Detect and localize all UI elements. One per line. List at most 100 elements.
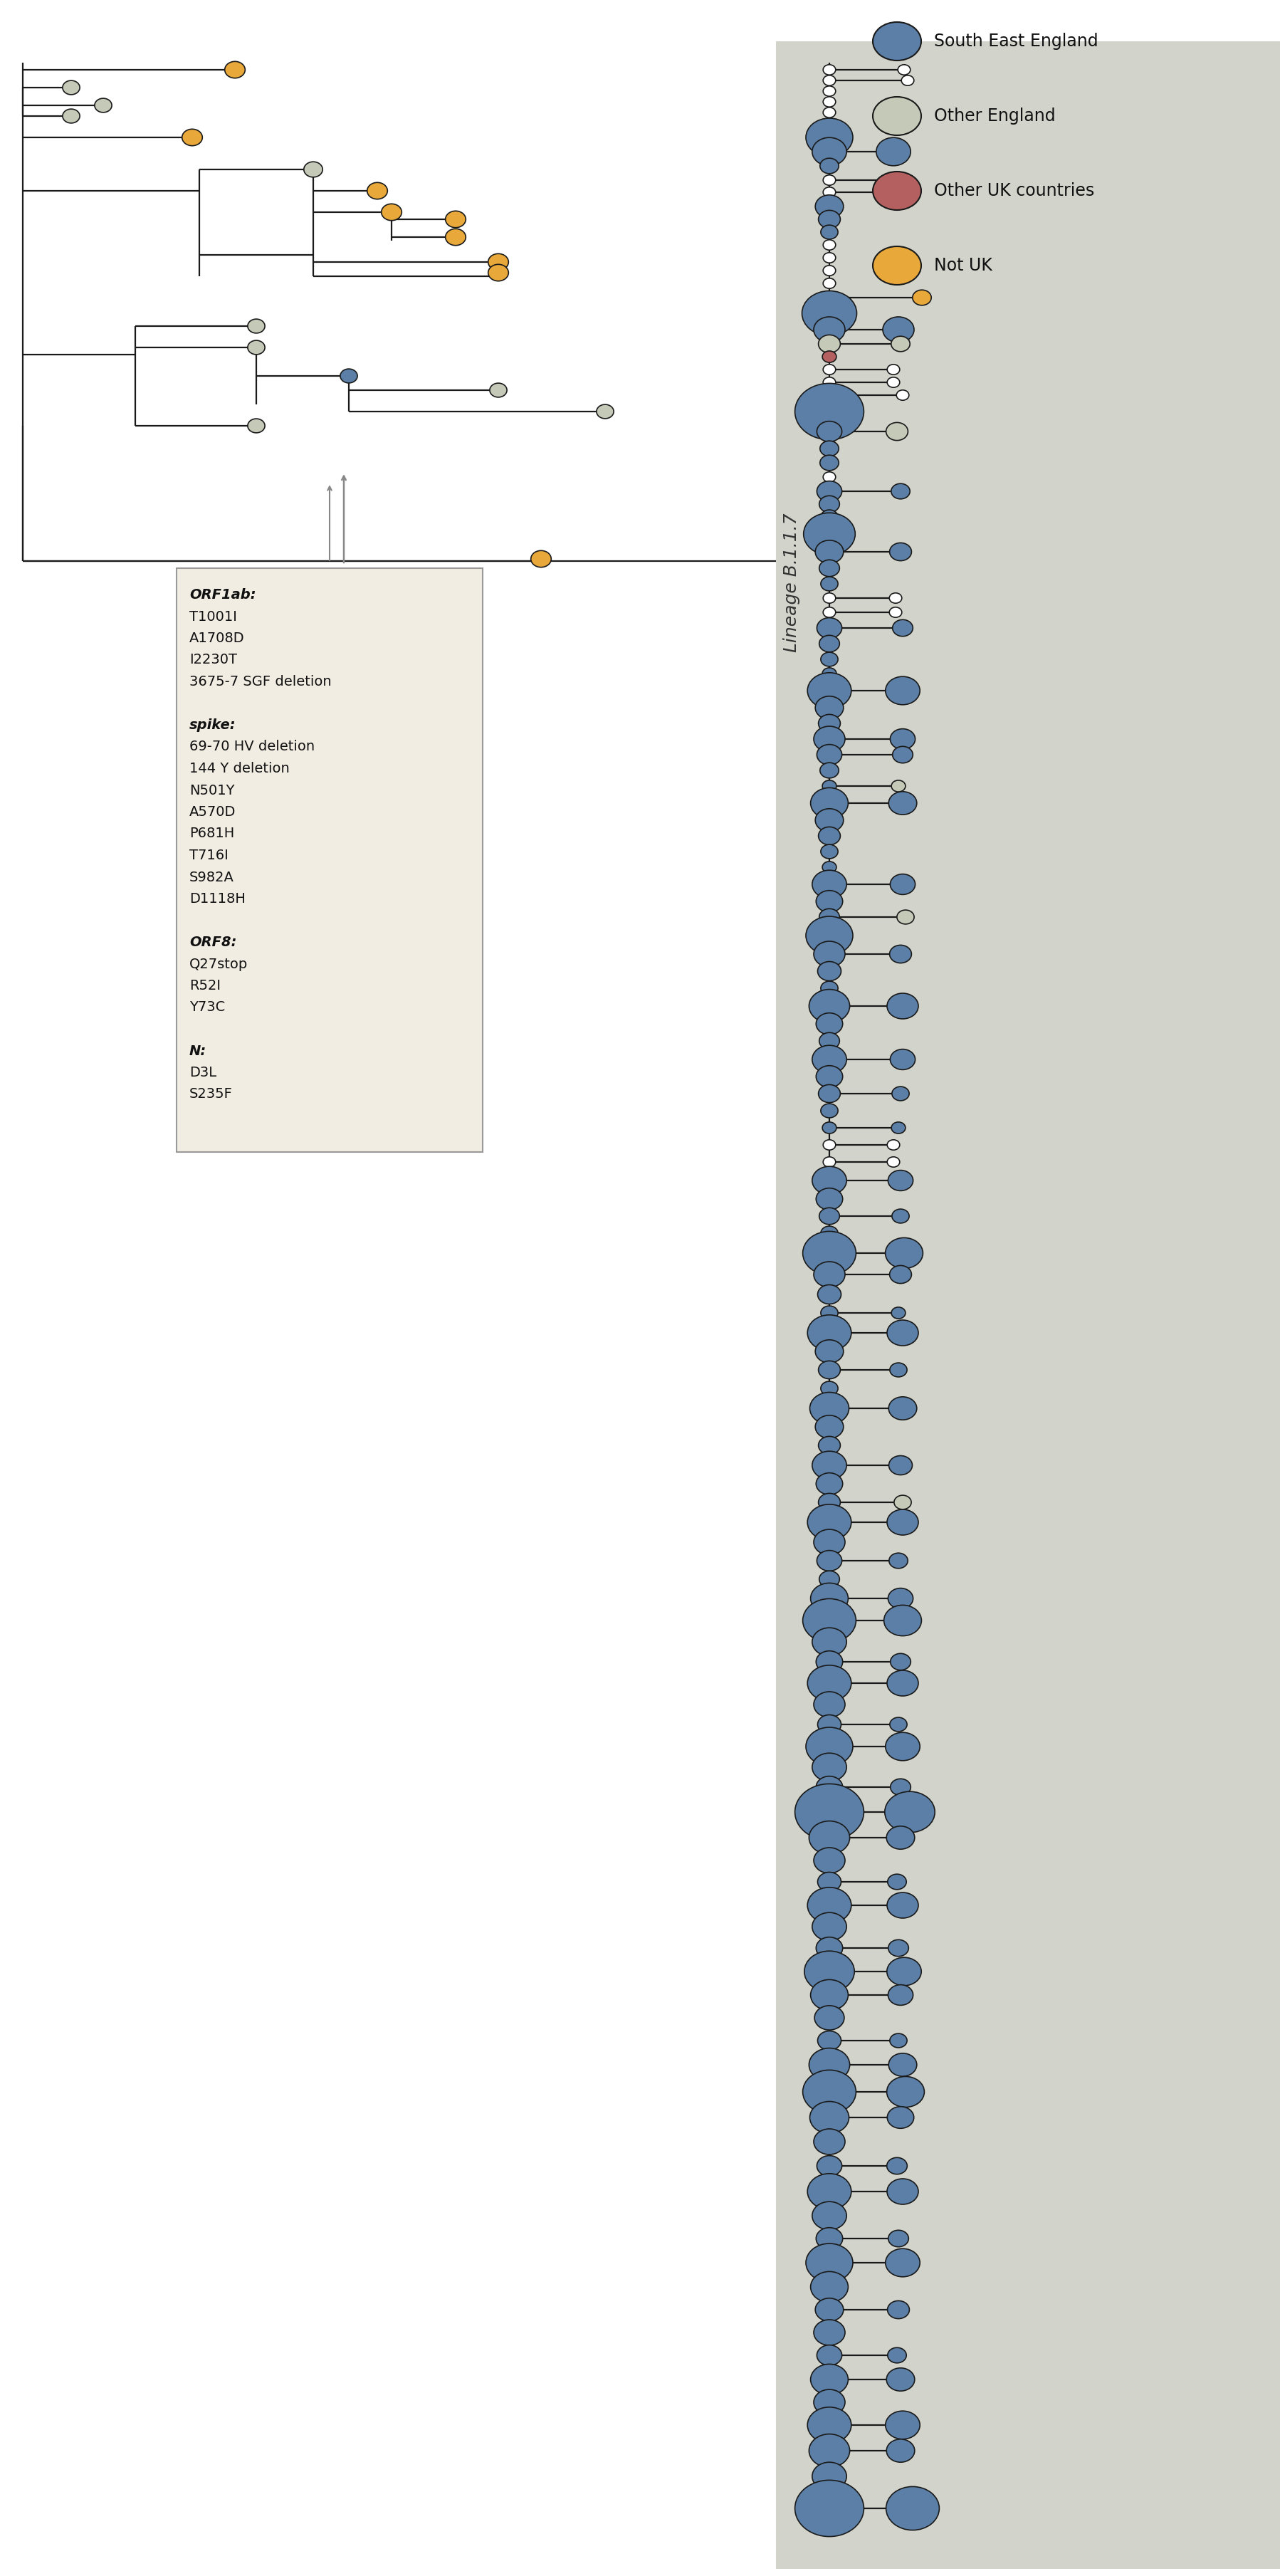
Ellipse shape — [818, 1873, 841, 1891]
Ellipse shape — [803, 2071, 856, 2115]
Ellipse shape — [891, 1654, 911, 1669]
Ellipse shape — [815, 696, 844, 719]
Ellipse shape — [873, 247, 922, 286]
Ellipse shape — [95, 98, 111, 113]
Ellipse shape — [810, 1978, 849, 2009]
Ellipse shape — [887, 994, 918, 1020]
Text: P681H: P681H — [189, 827, 234, 840]
Ellipse shape — [823, 1139, 836, 1149]
Ellipse shape — [817, 1937, 842, 1958]
Ellipse shape — [884, 1790, 934, 1832]
Ellipse shape — [887, 1510, 918, 1535]
Ellipse shape — [886, 1236, 923, 1267]
Ellipse shape — [886, 677, 920, 706]
Ellipse shape — [806, 1728, 852, 1765]
Ellipse shape — [806, 2244, 852, 2282]
Ellipse shape — [818, 1716, 841, 1734]
Ellipse shape — [886, 175, 901, 185]
Ellipse shape — [823, 278, 836, 289]
Ellipse shape — [820, 1226, 838, 1239]
Ellipse shape — [820, 440, 838, 456]
Ellipse shape — [890, 729, 915, 750]
Ellipse shape — [892, 621, 913, 636]
Ellipse shape — [897, 909, 914, 925]
Ellipse shape — [808, 672, 851, 708]
Ellipse shape — [888, 1984, 913, 2004]
Ellipse shape — [887, 1669, 918, 1695]
Text: A570D: A570D — [189, 806, 236, 819]
Ellipse shape — [887, 1157, 900, 1167]
Ellipse shape — [808, 2406, 851, 2442]
Ellipse shape — [804, 1950, 855, 1991]
Text: 3675-7 SGF deletion: 3675-7 SGF deletion — [189, 675, 332, 688]
Ellipse shape — [896, 389, 909, 399]
Text: South East England: South East England — [934, 33, 1098, 49]
Ellipse shape — [795, 1783, 864, 1839]
Ellipse shape — [814, 1692, 845, 1718]
Ellipse shape — [877, 137, 910, 165]
Ellipse shape — [873, 23, 922, 59]
Text: spike:: spike: — [189, 719, 236, 732]
Ellipse shape — [887, 2300, 909, 2318]
Ellipse shape — [812, 1754, 846, 1780]
Ellipse shape — [809, 1821, 850, 1855]
Ellipse shape — [820, 981, 838, 994]
Ellipse shape — [488, 252, 508, 270]
Ellipse shape — [814, 1262, 845, 1288]
Ellipse shape — [887, 2347, 906, 2362]
Ellipse shape — [817, 422, 842, 440]
Ellipse shape — [823, 471, 836, 482]
Ellipse shape — [890, 1048, 915, 1069]
Text: I2230T: I2230T — [189, 654, 237, 667]
Ellipse shape — [893, 1494, 911, 1510]
Ellipse shape — [822, 667, 836, 680]
Ellipse shape — [817, 618, 842, 639]
Ellipse shape — [806, 118, 852, 157]
Ellipse shape — [820, 456, 838, 471]
Ellipse shape — [817, 482, 842, 502]
Ellipse shape — [817, 1551, 842, 1571]
Ellipse shape — [815, 1340, 844, 1363]
Text: Q27stop: Q27stop — [189, 958, 248, 971]
Ellipse shape — [808, 1504, 851, 1540]
Ellipse shape — [809, 2434, 850, 2468]
Ellipse shape — [887, 2439, 915, 2463]
Ellipse shape — [809, 2048, 850, 2081]
Ellipse shape — [818, 2030, 841, 2050]
Ellipse shape — [819, 495, 840, 513]
Text: Other UK countries: Other UK countries — [934, 183, 1094, 198]
Ellipse shape — [886, 422, 908, 440]
Text: 144 Y deletion: 144 Y deletion — [189, 762, 289, 775]
Ellipse shape — [823, 363, 836, 374]
Ellipse shape — [795, 2481, 864, 2537]
Ellipse shape — [823, 240, 836, 250]
Ellipse shape — [812, 1450, 846, 1479]
Ellipse shape — [815, 1414, 844, 1437]
Ellipse shape — [888, 2231, 909, 2246]
Bar — [776, 41, 1280, 2568]
Ellipse shape — [823, 98, 836, 108]
Text: S235F: S235F — [189, 1087, 233, 1100]
Ellipse shape — [247, 420, 265, 433]
Ellipse shape — [888, 1396, 916, 1419]
Ellipse shape — [818, 714, 841, 732]
Ellipse shape — [803, 291, 856, 335]
Ellipse shape — [823, 118, 836, 129]
Ellipse shape — [812, 1167, 846, 1195]
Ellipse shape — [890, 544, 911, 562]
Ellipse shape — [823, 265, 836, 276]
Ellipse shape — [808, 1664, 851, 1700]
Text: Y73C: Y73C — [189, 999, 225, 1015]
Ellipse shape — [809, 989, 850, 1023]
Ellipse shape — [803, 1600, 856, 1643]
Ellipse shape — [815, 196, 844, 219]
Ellipse shape — [897, 64, 910, 75]
Ellipse shape — [913, 291, 932, 307]
Ellipse shape — [819, 559, 840, 577]
Ellipse shape — [891, 337, 910, 350]
Ellipse shape — [812, 871, 846, 899]
Ellipse shape — [890, 945, 911, 963]
Ellipse shape — [817, 2156, 842, 2177]
Ellipse shape — [888, 2053, 916, 2076]
Ellipse shape — [814, 726, 845, 752]
